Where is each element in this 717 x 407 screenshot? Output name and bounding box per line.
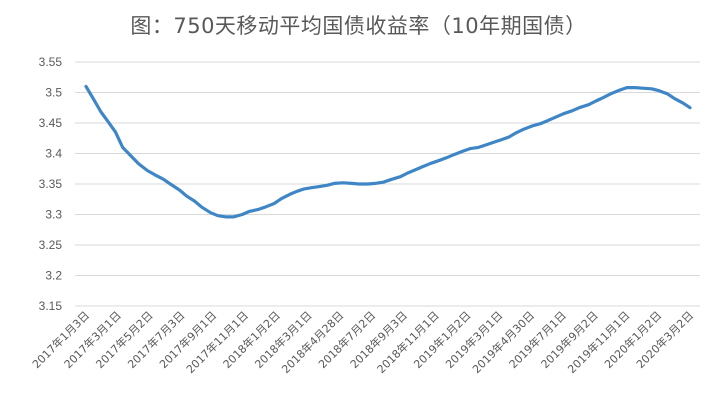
y-tick-label: 3.25 [39, 238, 63, 252]
y-axis-ticks: 3.15 3.2 3.25 3.3 3.35 3.4 3.45 3.5 3.55 [39, 55, 63, 313]
series-line [84, 84, 692, 219]
y-tick-label: 3.45 [39, 116, 63, 130]
gridlines [75, 61, 700, 307]
chart-title: 图：750天移动平均国债收益率（10年期国债） [130, 14, 587, 38]
y-tick-label: 3.3 [45, 208, 62, 222]
y-tick-label: 3.2 [45, 269, 62, 283]
x-axis-ticks: 2017年1月3日2017年3月1日2017年5月2日2017年7月3日2017… [29, 308, 696, 376]
series-layer [84, 84, 692, 219]
y-tick-label: 3.4 [45, 147, 62, 161]
y-tick-label: 3.55 [39, 55, 63, 69]
y-tick-label: 3.15 [39, 299, 63, 313]
y-tick-label: 3.35 [39, 177, 63, 191]
y-tick-label: 3.5 [45, 86, 62, 100]
